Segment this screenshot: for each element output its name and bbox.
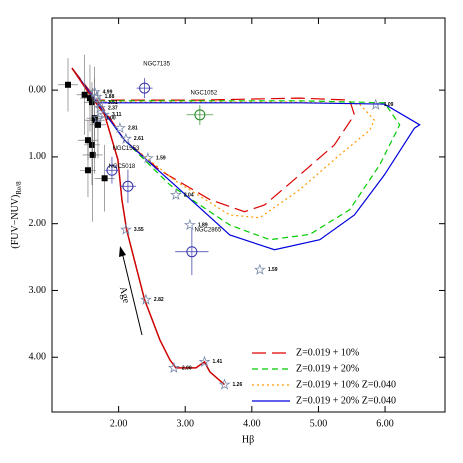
age-star — [140, 293, 152, 305]
galaxy-label: NGC1553 — [113, 146, 140, 152]
age-arrow-head — [119, 246, 126, 257]
age-star — [90, 90, 103, 102]
y-axis-label: (FUV−NUV)Re/8 — [10, 181, 22, 249]
age-label: 2.00 — [182, 365, 192, 371]
x-tick-label: 5.00 — [310, 418, 328, 429]
x-tick-label: 6.00 — [376, 418, 394, 429]
x-tick-label: 3.00 — [176, 418, 194, 429]
age-label: 1.59 — [156, 156, 166, 162]
age-star — [369, 98, 382, 110]
legend-label: Z=0.019 + 10% — [296, 347, 359, 358]
age-label: 1.88 — [105, 94, 115, 100]
age-star — [169, 188, 182, 200]
age-star — [92, 111, 104, 124]
observation — [89, 151, 96, 158]
age-star — [88, 85, 101, 98]
galaxy-label: NGC5018 — [109, 164, 136, 170]
galaxy-label: NGC7135 — [143, 62, 170, 68]
galaxy — [194, 109, 206, 121]
x-axis-label: Hβ — [242, 434, 254, 445]
base-track — [71, 67, 225, 386]
legend-label: Z=0.019 + 20% Z=0.040 — [296, 395, 396, 406]
age-label: 3.11 — [112, 112, 122, 118]
observation — [86, 95, 93, 102]
age-label: 2.82 — [154, 297, 164, 303]
y-tick-label: 0.00 — [29, 84, 47, 95]
legend-label: Z=0.019 + 10% Z=0.040 — [296, 379, 396, 390]
age-label: 2.61 — [134, 136, 144, 142]
age-label: 1.00 — [106, 115, 116, 121]
galaxy — [139, 82, 151, 94]
age-label: 3.55 — [134, 227, 144, 233]
legend-box — [247, 340, 440, 410]
galaxy — [122, 180, 134, 192]
y-axis-label-sub: Re/8 — [15, 181, 23, 195]
observation — [101, 175, 108, 182]
age-label: 4.99 — [103, 89, 113, 95]
plot-frame — [51, 17, 446, 413]
y-tick-label: 1.00 — [29, 151, 47, 162]
age-star — [253, 263, 266, 275]
age-label: 2.81 — [128, 126, 138, 132]
observation — [84, 167, 91, 174]
y-tick-label: 2.00 — [29, 218, 47, 229]
galaxy-label: NGC1052 — [191, 90, 218, 96]
age-label: 1.59 — [268, 267, 278, 273]
observation — [81, 91, 88, 98]
y-axis-label-main: (FUV−NUV) — [10, 195, 21, 249]
model-line — [71, 67, 421, 251]
age-label: 1.89 — [198, 222, 208, 228]
age-label: 1.26 — [233, 382, 243, 388]
x-tick-label: 4.00 — [243, 418, 261, 429]
observation — [84, 137, 91, 144]
model-line — [71, 67, 401, 241]
y-tick-label: 4.00 — [29, 352, 47, 363]
age-arrow — [121, 251, 143, 336]
observation — [88, 99, 95, 106]
age-star — [94, 101, 106, 114]
age-annotation: Age — [117, 286, 132, 305]
galaxy — [106, 164, 118, 176]
age-star — [167, 361, 180, 374]
observation — [94, 121, 101, 128]
age-star — [114, 121, 126, 134]
x-tick-label: 2.00 — [110, 418, 128, 429]
age-star — [142, 151, 154, 164]
age-label: 1.41 — [213, 359, 223, 365]
age-label: 2.37 — [108, 105, 118, 111]
observation — [88, 141, 95, 148]
galaxy — [186, 246, 198, 258]
age-star — [98, 108, 110, 120]
galaxy-label: NGC2865 — [195, 227, 222, 233]
model-line — [71, 67, 376, 219]
age-label: 3.51 — [108, 100, 118, 106]
y-tick-label: 3.00 — [29, 285, 47, 296]
legend-label: Z=0.019 + 20% — [296, 363, 359, 374]
age-star — [120, 223, 132, 235]
age-star — [183, 218, 196, 231]
age-star — [120, 132, 132, 144]
age-star — [218, 378, 231, 390]
age-label: 2.04 — [184, 192, 194, 198]
age-star — [94, 96, 106, 108]
observation — [64, 81, 71, 88]
age-star — [198, 355, 211, 368]
age-label: 1.09 — [384, 102, 394, 108]
